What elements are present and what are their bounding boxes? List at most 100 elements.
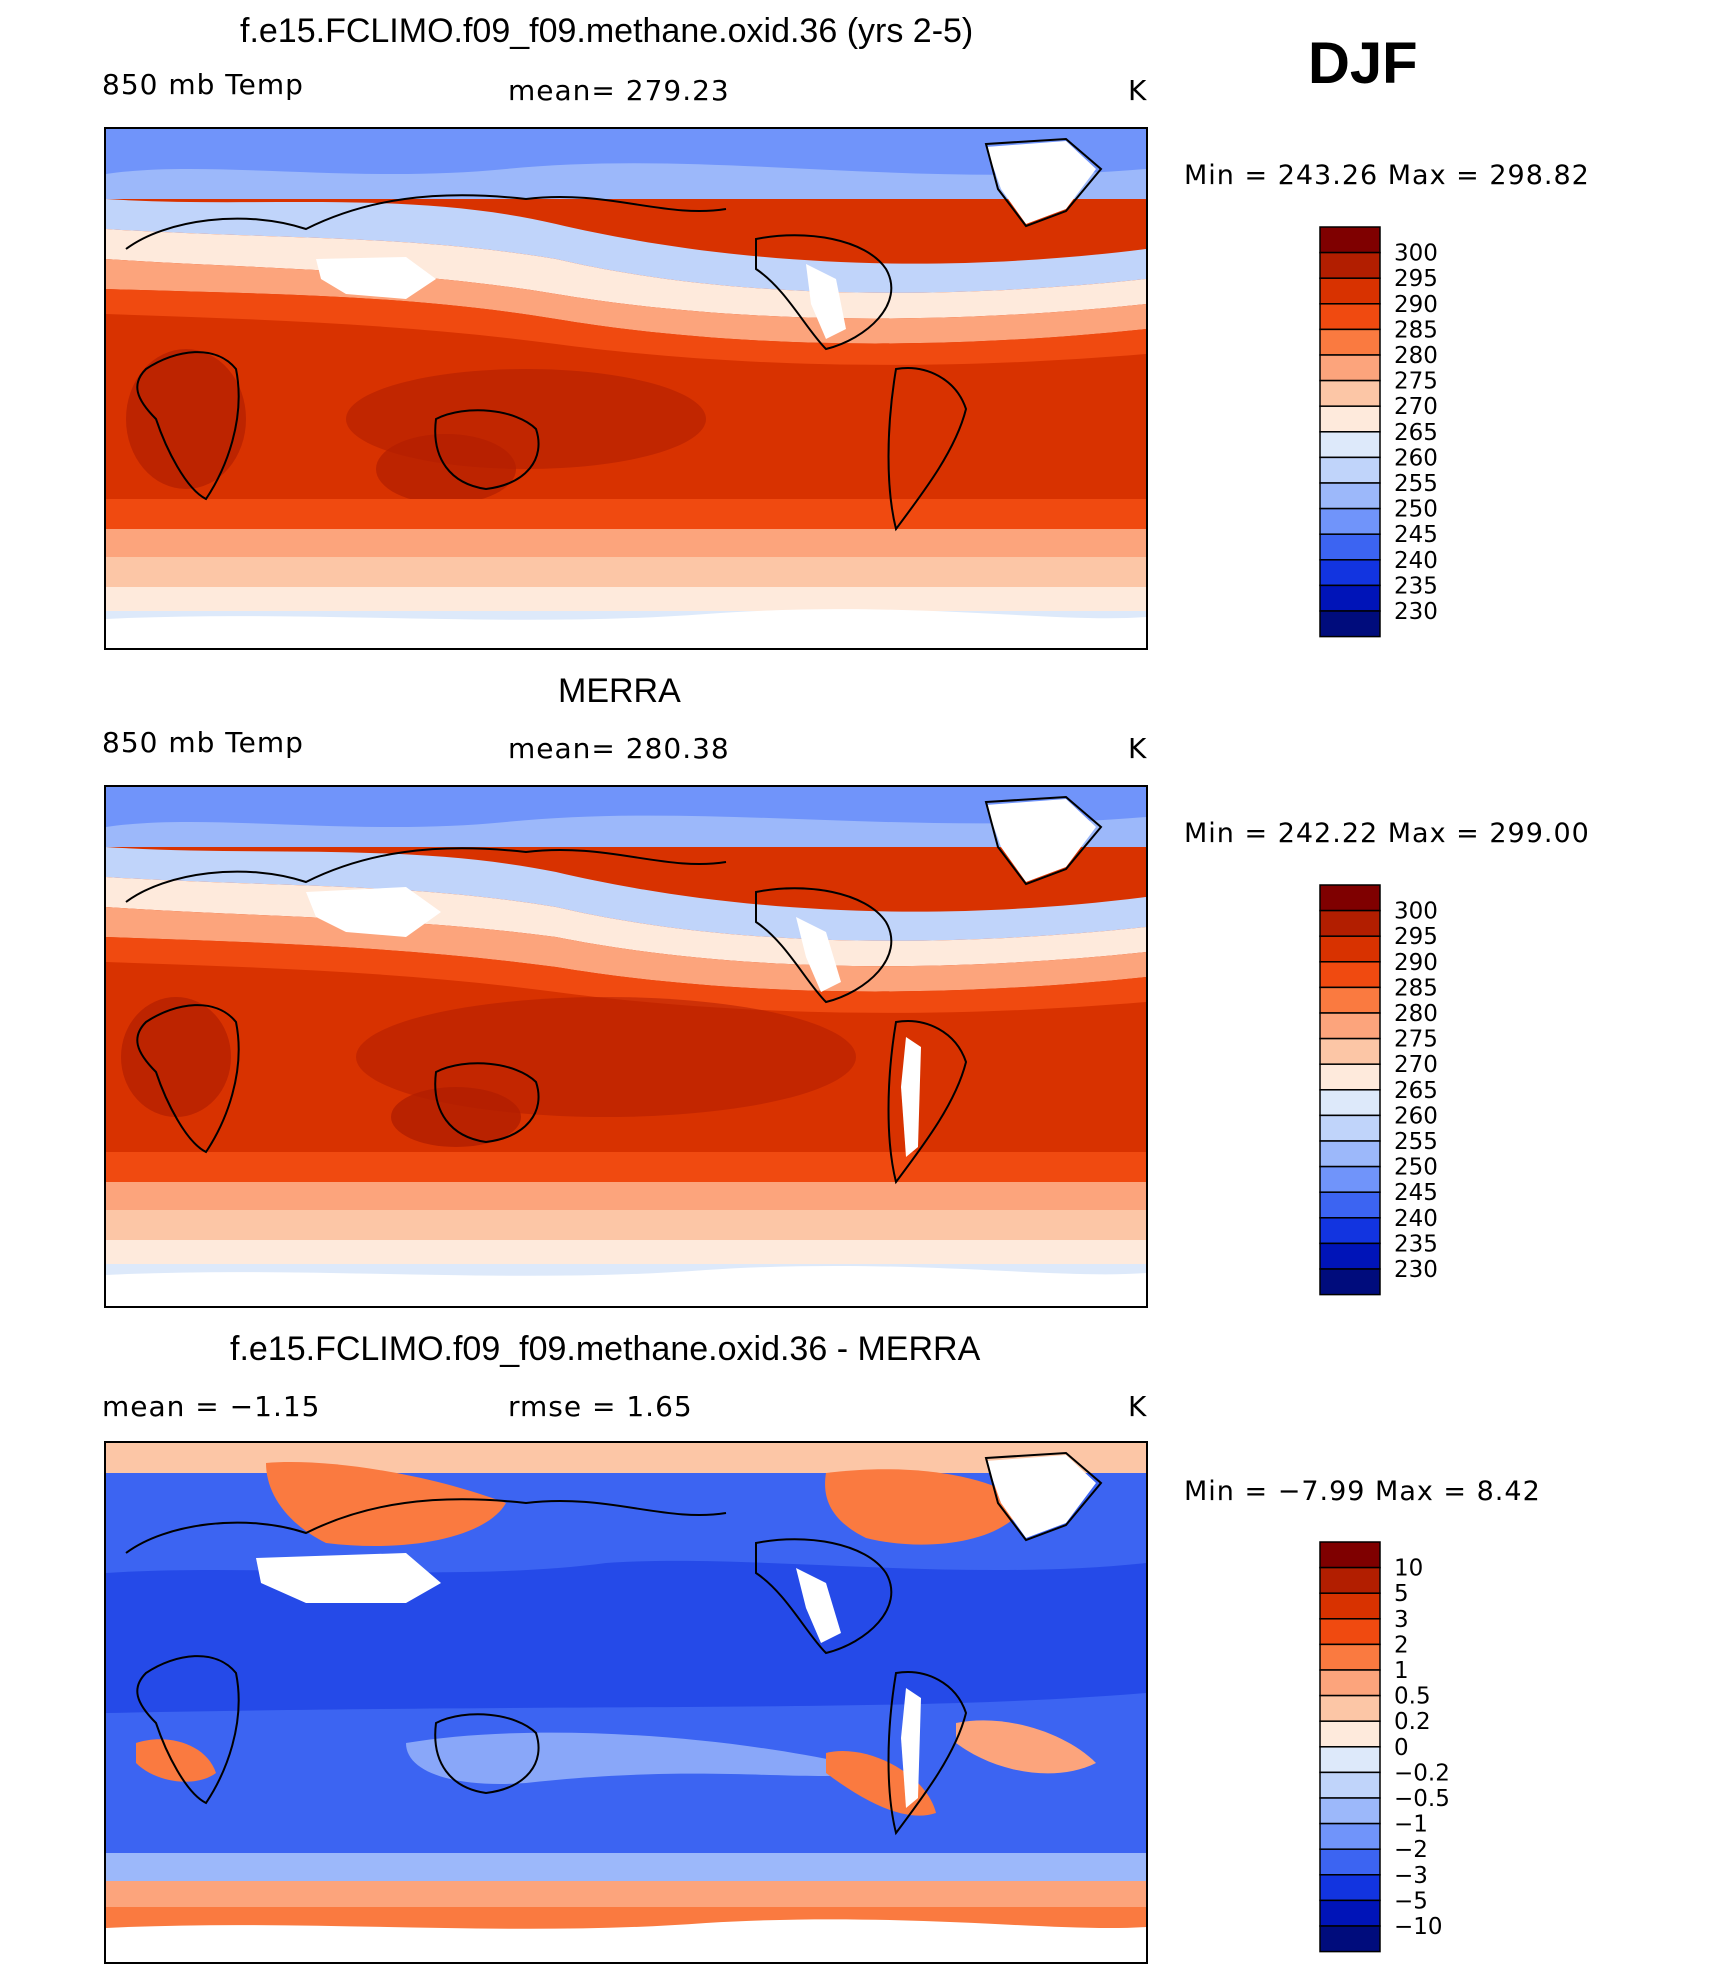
colorbar-label: 295 <box>1394 266 1438 292</box>
colorbar-label: 300 <box>1394 899 1438 925</box>
colorbar-swatch <box>1319 1242 1381 1270</box>
colorbar-swatch <box>1319 533 1381 561</box>
colorbar-label: 235 <box>1394 573 1438 599</box>
colorbar-swatch <box>1319 1089 1381 1117</box>
colorbar-swatch <box>1319 1037 1381 1065</box>
panel-model-colorbar: 300 295 290 285 280 275 270 265 260 255 250 245 240 2… <box>1318 225 1478 645</box>
colorbar-label: 285 <box>1394 317 1438 343</box>
colorbar-label: 260 <box>1394 1103 1438 1129</box>
panel-diff-units: K <box>1128 1390 1148 1423</box>
colorbar-label: −1 <box>1394 1812 1428 1838</box>
colorbar-label: 290 <box>1394 292 1438 318</box>
colorbar-label: 275 <box>1394 369 1438 395</box>
colorbar-swatch <box>1319 379 1381 407</box>
colorbar-swatch <box>1319 1874 1381 1902</box>
colorbar-label: 10 <box>1394 1556 1423 1582</box>
colorbar-swatch <box>1319 354 1381 382</box>
panel-obs-title: MERRA <box>558 672 681 710</box>
colorbar-swatch <box>1319 1720 1381 1748</box>
colorbar-swatch <box>1319 1541 1381 1569</box>
colorbar-label: 265 <box>1394 1078 1438 1104</box>
panel-obs-minmax: Min = 242.22 Max = 299.00 <box>1184 818 1590 849</box>
colorbar-label: 0.5 <box>1394 1684 1431 1710</box>
colorbar-label: −2 <box>1394 1837 1428 1863</box>
colorbar-label: 0.2 <box>1394 1709 1431 1735</box>
colorbar-label: 270 <box>1394 1052 1438 1078</box>
colorbar-label: −10 <box>1394 1914 1443 1940</box>
panel-diff-map <box>104 1441 1148 1964</box>
colorbar-swatch <box>1319 1566 1381 1594</box>
colorbar-swatch <box>1319 1848 1381 1876</box>
colorbar-label: 280 <box>1394 1001 1438 1027</box>
colorbar-label: 240 <box>1394 1206 1438 1232</box>
panel-diff-mean-label: mean = −1.15 <box>102 1390 321 1423</box>
colorbar-label: 240 <box>1394 548 1438 574</box>
colorbar-label: 260 <box>1394 445 1438 471</box>
panel-model-minmax: Min = 243.26 Max = 298.82 <box>1184 160 1590 191</box>
colorbar-swatch <box>1319 1899 1381 1927</box>
colorbar-swatch <box>1319 482 1381 510</box>
colorbar-label: 5 <box>1394 1581 1409 1607</box>
panel-obs-mean-label: mean= 280.38 <box>508 732 730 765</box>
colorbar-label: 250 <box>1394 1155 1438 1181</box>
colorbar-label: 230 <box>1394 1257 1438 1283</box>
colorbar-swatch <box>1319 328 1381 356</box>
colorbar-swatch <box>1319 1063 1381 1091</box>
panel-obs-map-field <box>106 787 1146 1306</box>
colorbar-label: 230 <box>1394 599 1438 625</box>
panel-model-title: f.e15.FCLIMO.f09_f09.methane.oxid.36 (yr… <box>240 12 974 50</box>
panel-diff-colorbar: 10 5 3 2 1 0.5 0.2 0 −0.2 −0.5 −1 −2 −3 −5 −10 <box>1318 1540 1478 1960</box>
colorbar-swatch <box>1319 1925 1381 1953</box>
panel-obs-map <box>104 785 1148 1308</box>
colorbar-label: 250 <box>1394 497 1438 523</box>
colorbar-swatch <box>1319 507 1381 535</box>
colorbar-label: 2 <box>1394 1632 1409 1658</box>
colorbar-swatch <box>1319 277 1381 305</box>
colorbar-swatch <box>1319 1268 1381 1296</box>
panel-obs-colorbar-svg: 3002952902852802752702652602552502452402… <box>1319 884 1438 1296</box>
colorbar-swatch <box>1319 1822 1381 1850</box>
colorbar-label: −0.5 <box>1394 1786 1450 1812</box>
season-label: DJF <box>1308 31 1418 96</box>
panel-diff-title: f.e15.FCLIMO.f09_f09.methane.oxid.36 - M… <box>230 1330 981 1368</box>
colorbar-swatch <box>1319 1592 1381 1620</box>
colorbar-swatch <box>1319 1771 1381 1799</box>
colorbar-label: 275 <box>1394 1027 1438 1053</box>
colorbar-swatch <box>1319 1191 1381 1219</box>
colorbar-label: 295 <box>1394 924 1438 950</box>
panel-obs-variable-label: 850 mb Temp <box>102 726 304 759</box>
colorbar-swatch <box>1319 456 1381 484</box>
colorbar-label: 245 <box>1394 522 1438 548</box>
colorbar-label: 265 <box>1394 420 1438 446</box>
colorbar-swatch <box>1319 1746 1381 1774</box>
colorbar-label: 255 <box>1394 471 1438 497</box>
colorbar-swatch <box>1319 584 1381 612</box>
colorbar-swatch <box>1319 961 1381 989</box>
colorbar-label: 235 <box>1394 1231 1438 1257</box>
colorbar-swatch <box>1319 1165 1381 1193</box>
colorbar-label: −0.2 <box>1394 1760 1450 1786</box>
colorbar-swatch <box>1319 431 1381 459</box>
panel-diff-map-field <box>106 1443 1146 1962</box>
colorbar-label: −5 <box>1394 1888 1428 1914</box>
colorbar-label: 270 <box>1394 394 1438 420</box>
colorbar-swatch <box>1319 1217 1381 1245</box>
colorbar-swatch <box>1319 884 1381 912</box>
colorbar-swatch <box>1319 226 1381 254</box>
colorbar-label: 0 <box>1394 1735 1409 1761</box>
panel-model-variable-label: 850 mb Temp <box>102 68 304 101</box>
panel-model-map <box>104 127 1148 650</box>
colorbar-swatch <box>1319 1669 1381 1697</box>
colorbar-swatch <box>1319 1140 1381 1168</box>
panel-diff-minmax: Min = −7.99 Max = 8.42 <box>1184 1476 1541 1507</box>
panel-diff-rmse-label: rmse = 1.65 <box>508 1390 693 1423</box>
colorbar-swatch <box>1319 1012 1381 1040</box>
colorbar-swatch <box>1319 303 1381 331</box>
colorbar-label: 280 <box>1394 343 1438 369</box>
colorbar-swatch <box>1319 1618 1381 1646</box>
panel-model-mean-label: mean= 279.23 <box>508 74 730 107</box>
colorbar-swatch <box>1319 1694 1381 1722</box>
colorbar-swatch <box>1319 935 1381 963</box>
colorbar-label: 300 <box>1394 241 1438 267</box>
